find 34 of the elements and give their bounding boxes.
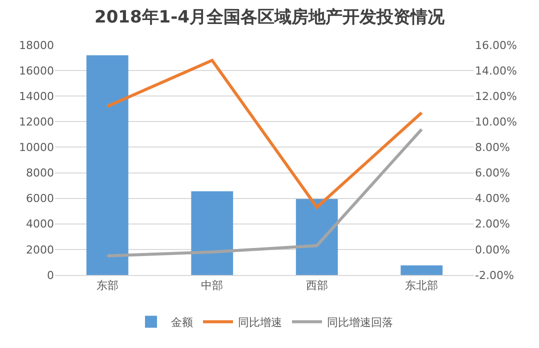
- bar: [191, 191, 234, 275]
- y2-tick-label: 16.00%: [475, 38, 517, 52]
- y-tick-label: 12000: [19, 116, 54, 129]
- legend-label: 金额: [171, 316, 193, 329]
- y-tick-label: 4000: [26, 218, 54, 231]
- bar: [296, 198, 338, 275]
- y2-tick-label: 6.00%: [475, 166, 510, 180]
- y2-tick-label: 0.00%: [475, 243, 510, 256]
- y2-tick-label: -2.00%: [475, 268, 514, 282]
- x-tick-label: 东部: [96, 279, 118, 292]
- x-tick-label: 东北部: [405, 279, 438, 292]
- bar: [400, 265, 443, 275]
- y-tick-label: 10000: [19, 141, 54, 154]
- line-series: [106, 58, 424, 209]
- y2-tick-label: 4.00%: [475, 192, 510, 206]
- y2-tick-label: 10.00%: [475, 116, 517, 129]
- x-tick-label: 中部: [201, 279, 224, 292]
- y-tick-label: 18000: [19, 38, 54, 52]
- y-tick-label: 8000: [26, 166, 54, 180]
- y2-tick-label: 8.00%: [475, 141, 510, 154]
- line-series: [106, 128, 424, 258]
- y2-tick-label: 14.00%: [475, 64, 517, 78]
- y-tick-label: 2000: [26, 243, 54, 256]
- y-tick-label: 16000: [19, 64, 54, 78]
- y-tick-label: 0: [47, 268, 54, 282]
- legend-label: 同比增速回落: [327, 316, 393, 329]
- y-tick-label: 6000: [26, 192, 54, 206]
- x-tick-label: 西部: [306, 279, 328, 292]
- chart-title: 2018年1-4月全国各区域房地产开发投资情况: [94, 7, 446, 28]
- legend-label: 同比增速: [238, 316, 282, 329]
- bar: [86, 55, 128, 275]
- y2-tick-label: 2.00%: [475, 218, 510, 231]
- y-tick-label: 14000: [19, 90, 54, 103]
- y2-tick-label: 12.00%: [475, 90, 517, 103]
